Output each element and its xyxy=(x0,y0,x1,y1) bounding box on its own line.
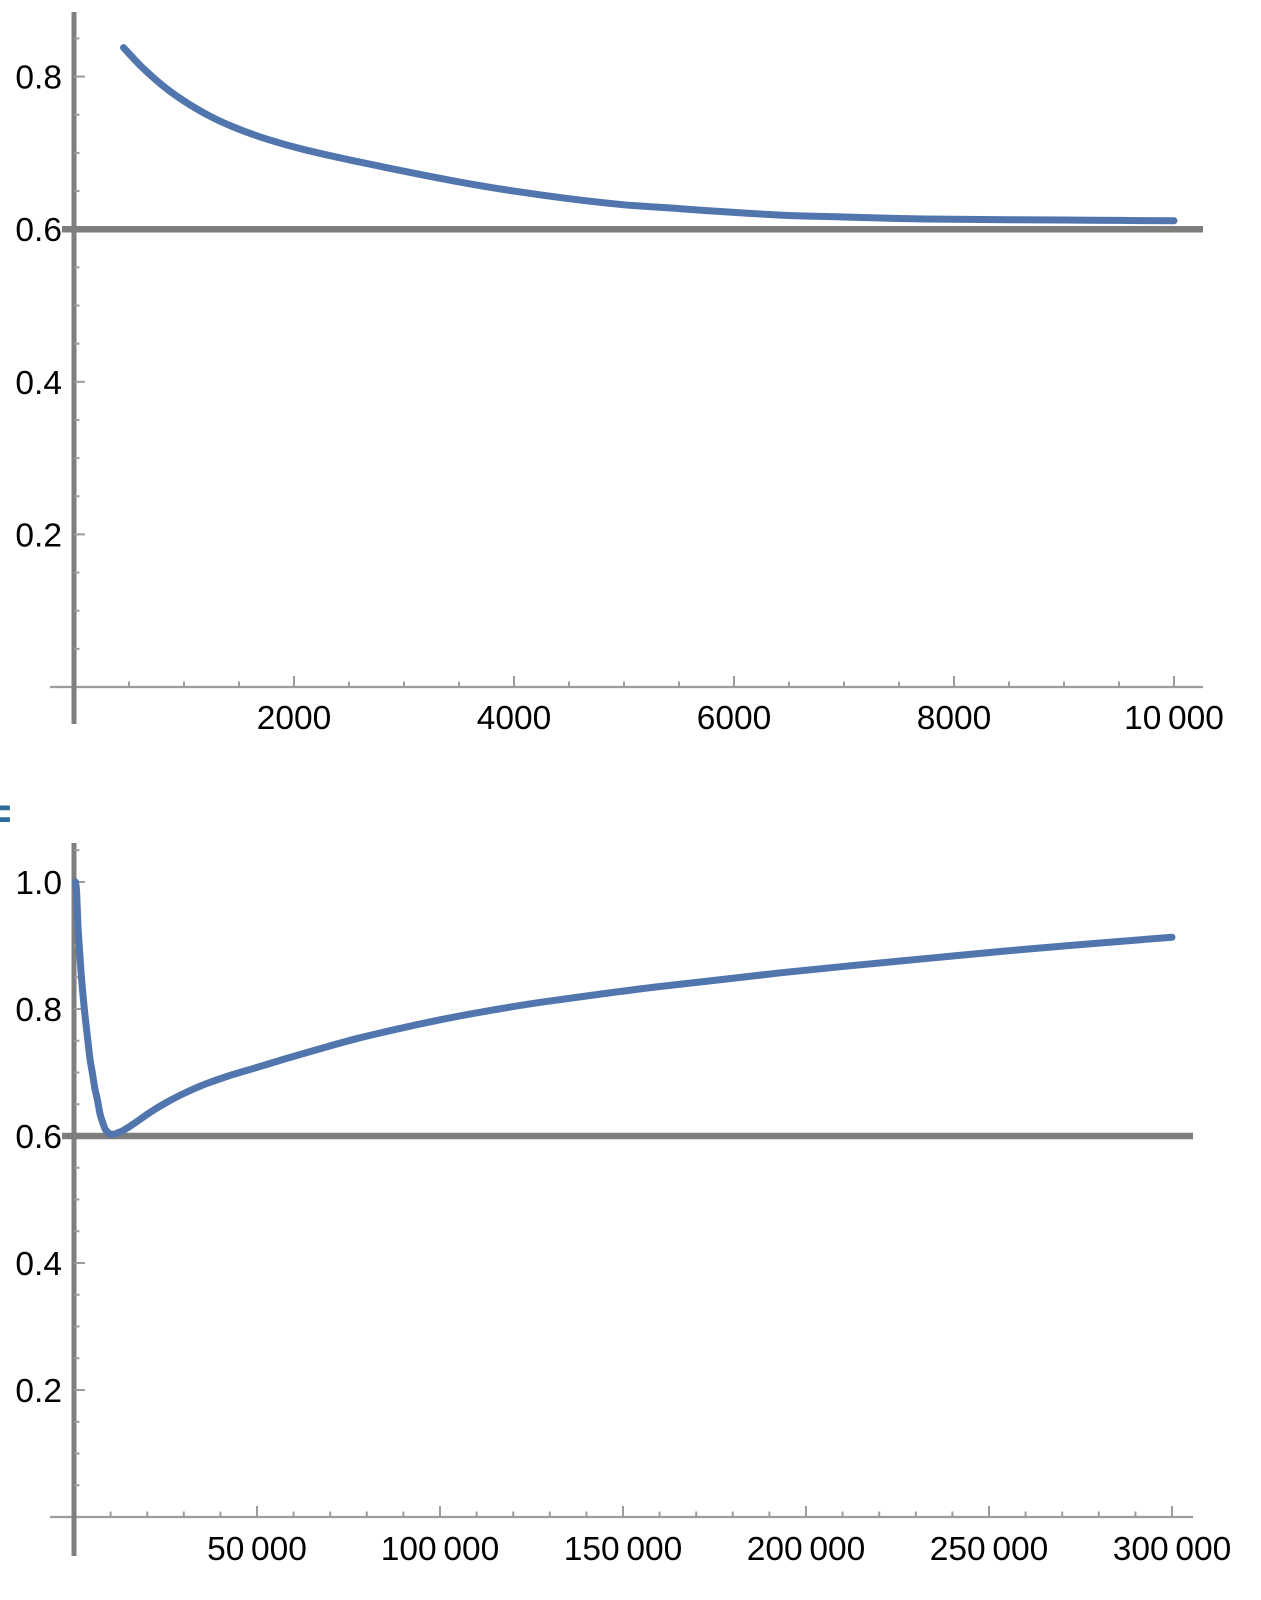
y-tick-label: 0.4 xyxy=(15,1246,62,1283)
x-tick-label: 250 000 xyxy=(930,1531,1049,1568)
x-tick-label: 150 000 xyxy=(564,1531,683,1568)
decreasing-asymptotic-curve xyxy=(120,44,1178,225)
y-tick-label: 0.4 xyxy=(15,365,62,402)
y-tick-label: 0.6 xyxy=(15,212,62,249)
x-tick-label: 4000 xyxy=(477,700,552,737)
x-tick-label: 50 000 xyxy=(207,1531,307,1568)
output-equals-label: = xyxy=(0,792,12,836)
x-tick-label: 2000 xyxy=(257,700,332,737)
x-tick-label: 10 000 xyxy=(1124,700,1224,737)
x-tick-label: 200 000 xyxy=(747,1531,866,1568)
y-tick-label: 0.8 xyxy=(15,60,62,97)
y-tick-label: 0.2 xyxy=(15,517,62,554)
x-tick-label: 8000 xyxy=(917,700,992,737)
dip-then-rise-curve xyxy=(72,878,1176,1138)
y-tick-label: 0.6 xyxy=(15,1119,62,1156)
y-tick-label: 1.0 xyxy=(15,865,62,902)
x-tick-label: 100 000 xyxy=(381,1531,500,1568)
y-tick-label: 0.2 xyxy=(15,1373,62,1410)
x-tick-label: 300 000 xyxy=(1113,1531,1232,1568)
y-tick-label: 0.8 xyxy=(15,992,62,1029)
x-tick-label: 6000 xyxy=(697,700,772,737)
